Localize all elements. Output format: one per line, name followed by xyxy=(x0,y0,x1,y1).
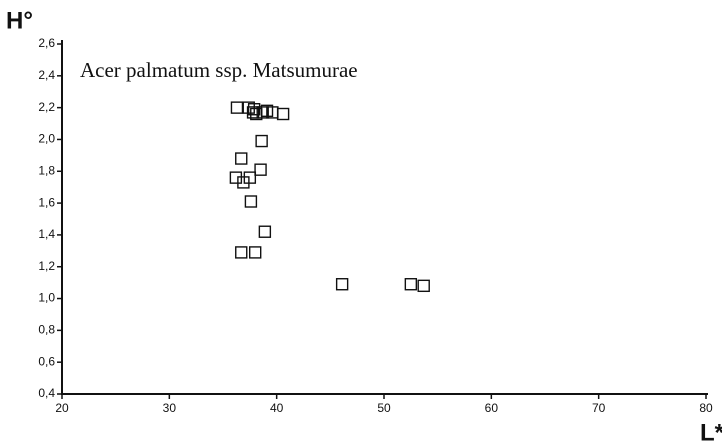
y-tick-label: 1,6 xyxy=(38,195,55,209)
point xyxy=(276,107,290,121)
x-tick-label: 50 xyxy=(377,401,391,415)
point xyxy=(244,195,258,208)
x-tick-label: 70 xyxy=(592,401,606,415)
point xyxy=(404,278,418,291)
point xyxy=(237,176,250,189)
point xyxy=(235,152,248,165)
y-tick-label: 0,8 xyxy=(38,323,55,337)
x-tick-label: 60 xyxy=(485,401,499,415)
x-tick-label: 30 xyxy=(163,401,177,415)
x-tick-label: 40 xyxy=(270,401,284,415)
y-tick-label: 0,4 xyxy=(38,386,55,400)
y-tick-label: 2,0 xyxy=(38,132,55,146)
y-tick-label: 1,8 xyxy=(38,163,55,177)
point xyxy=(255,134,268,148)
y-tick-label: 1,2 xyxy=(38,259,55,273)
point xyxy=(335,278,349,291)
point xyxy=(248,246,262,259)
point xyxy=(230,101,244,114)
y-axis-label: H° xyxy=(6,7,33,34)
x-tick-label: 80 xyxy=(699,401,713,415)
x-tick-label: 20 xyxy=(55,401,69,415)
point xyxy=(256,106,269,119)
point xyxy=(247,103,261,116)
point xyxy=(254,163,267,176)
y-tick-label: 2,4 xyxy=(38,68,55,82)
point xyxy=(235,246,248,259)
point xyxy=(258,225,272,238)
y-tick-label: 2,2 xyxy=(38,100,55,114)
point xyxy=(246,106,260,119)
point xyxy=(243,171,257,184)
point xyxy=(417,279,430,293)
y-tick-label: 0,6 xyxy=(38,354,55,368)
y-tick-label: 1,4 xyxy=(38,227,55,241)
chart-title: Acer palmatum ssp. Matsumurae xyxy=(80,58,358,82)
y-tick-label: 2,6 xyxy=(38,36,55,50)
y-tick-label: 1,0 xyxy=(38,291,55,305)
point xyxy=(229,171,243,184)
x-axis-label: L* xyxy=(700,419,722,446)
